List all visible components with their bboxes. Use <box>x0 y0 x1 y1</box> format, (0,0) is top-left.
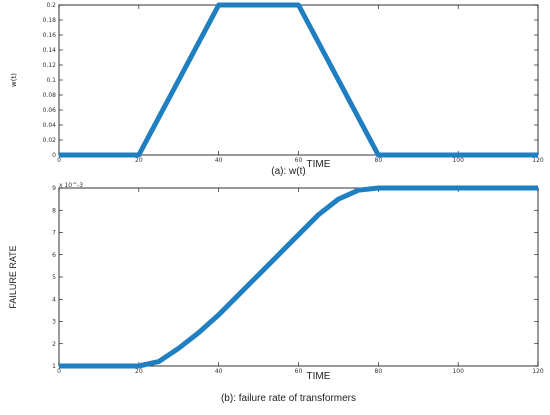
y-tick-label: 4 <box>52 296 56 303</box>
x-tick-label: 40 <box>215 157 223 164</box>
series-line <box>59 185 538 369</box>
figure-caption: (b): failure rate of transformers <box>221 393 356 404</box>
y-tick-label: 7 <box>52 230 56 237</box>
x-tick-label: 60 <box>295 368 303 375</box>
x-tick-label: 40 <box>215 368 223 375</box>
y-axis-title: FAILURE RATE <box>8 245 18 308</box>
y-tick-label: 6 <box>52 252 56 259</box>
chart-a: 0 20 40 60 80 100 120 0 0.02 0.04 0.06 0.08 0.1 0.12 0… <box>10 2 544 177</box>
x-tick-label: 60 <box>295 157 303 164</box>
y-tick-label: 8 <box>52 207 56 214</box>
y-tick-label: 2 <box>52 341 56 348</box>
y-scale-exponent: x 10^-3 <box>59 182 83 189</box>
y-axis-title: w(t) <box>10 73 18 87</box>
y-tick-label: 0 <box>52 152 56 159</box>
y-tick-label: 0.04 <box>43 122 57 129</box>
y-tick-label: 0.18 <box>43 17 57 24</box>
chart-b: 0 20 40 60 80 100 120 1 2 3 4 5 6 7 8 9 x 10^-3 TIME FAILU… <box>8 182 544 404</box>
y-tick-label: 0.06 <box>43 107 57 114</box>
y-tick-label: 0.14 <box>43 47 57 54</box>
x-tick-label: 20 <box>135 157 143 164</box>
y-tick-label: 0.1 <box>46 77 56 84</box>
x-tick-label: 120 <box>532 157 544 164</box>
x-tick-label: 100 <box>452 157 464 164</box>
y-tick-label: 9 <box>52 185 56 192</box>
x-tick-label: 80 <box>375 368 383 375</box>
x-axis-title: TIME <box>307 159 331 170</box>
series-line <box>59 2 538 158</box>
x-tick-label: 0 <box>57 157 61 164</box>
y-tick-label: 1 <box>52 363 56 370</box>
x-tick-label: 100 <box>452 368 464 375</box>
x-tick-label: 20 <box>135 368 143 375</box>
x-tick-label: 80 <box>375 157 383 164</box>
x-tick-label: 0 <box>57 368 61 375</box>
y-tick-label: 3 <box>52 319 56 326</box>
figure-caption: (a): w(t) <box>271 166 305 177</box>
y-tick-label: 0.12 <box>43 62 57 69</box>
y-tick-label: 0.02 <box>43 137 57 144</box>
plot-frame <box>58 4 539 156</box>
y-tick-label: 5 <box>52 274 56 281</box>
x-tick-label: 120 <box>532 368 544 375</box>
y-tick-label: 0.2 <box>46 2 56 9</box>
y-tick-label: 0.08 <box>43 92 57 99</box>
y-tick-label: 0.16 <box>43 32 57 39</box>
x-axis-title: TIME <box>307 371 331 382</box>
plot-frame <box>58 187 539 367</box>
